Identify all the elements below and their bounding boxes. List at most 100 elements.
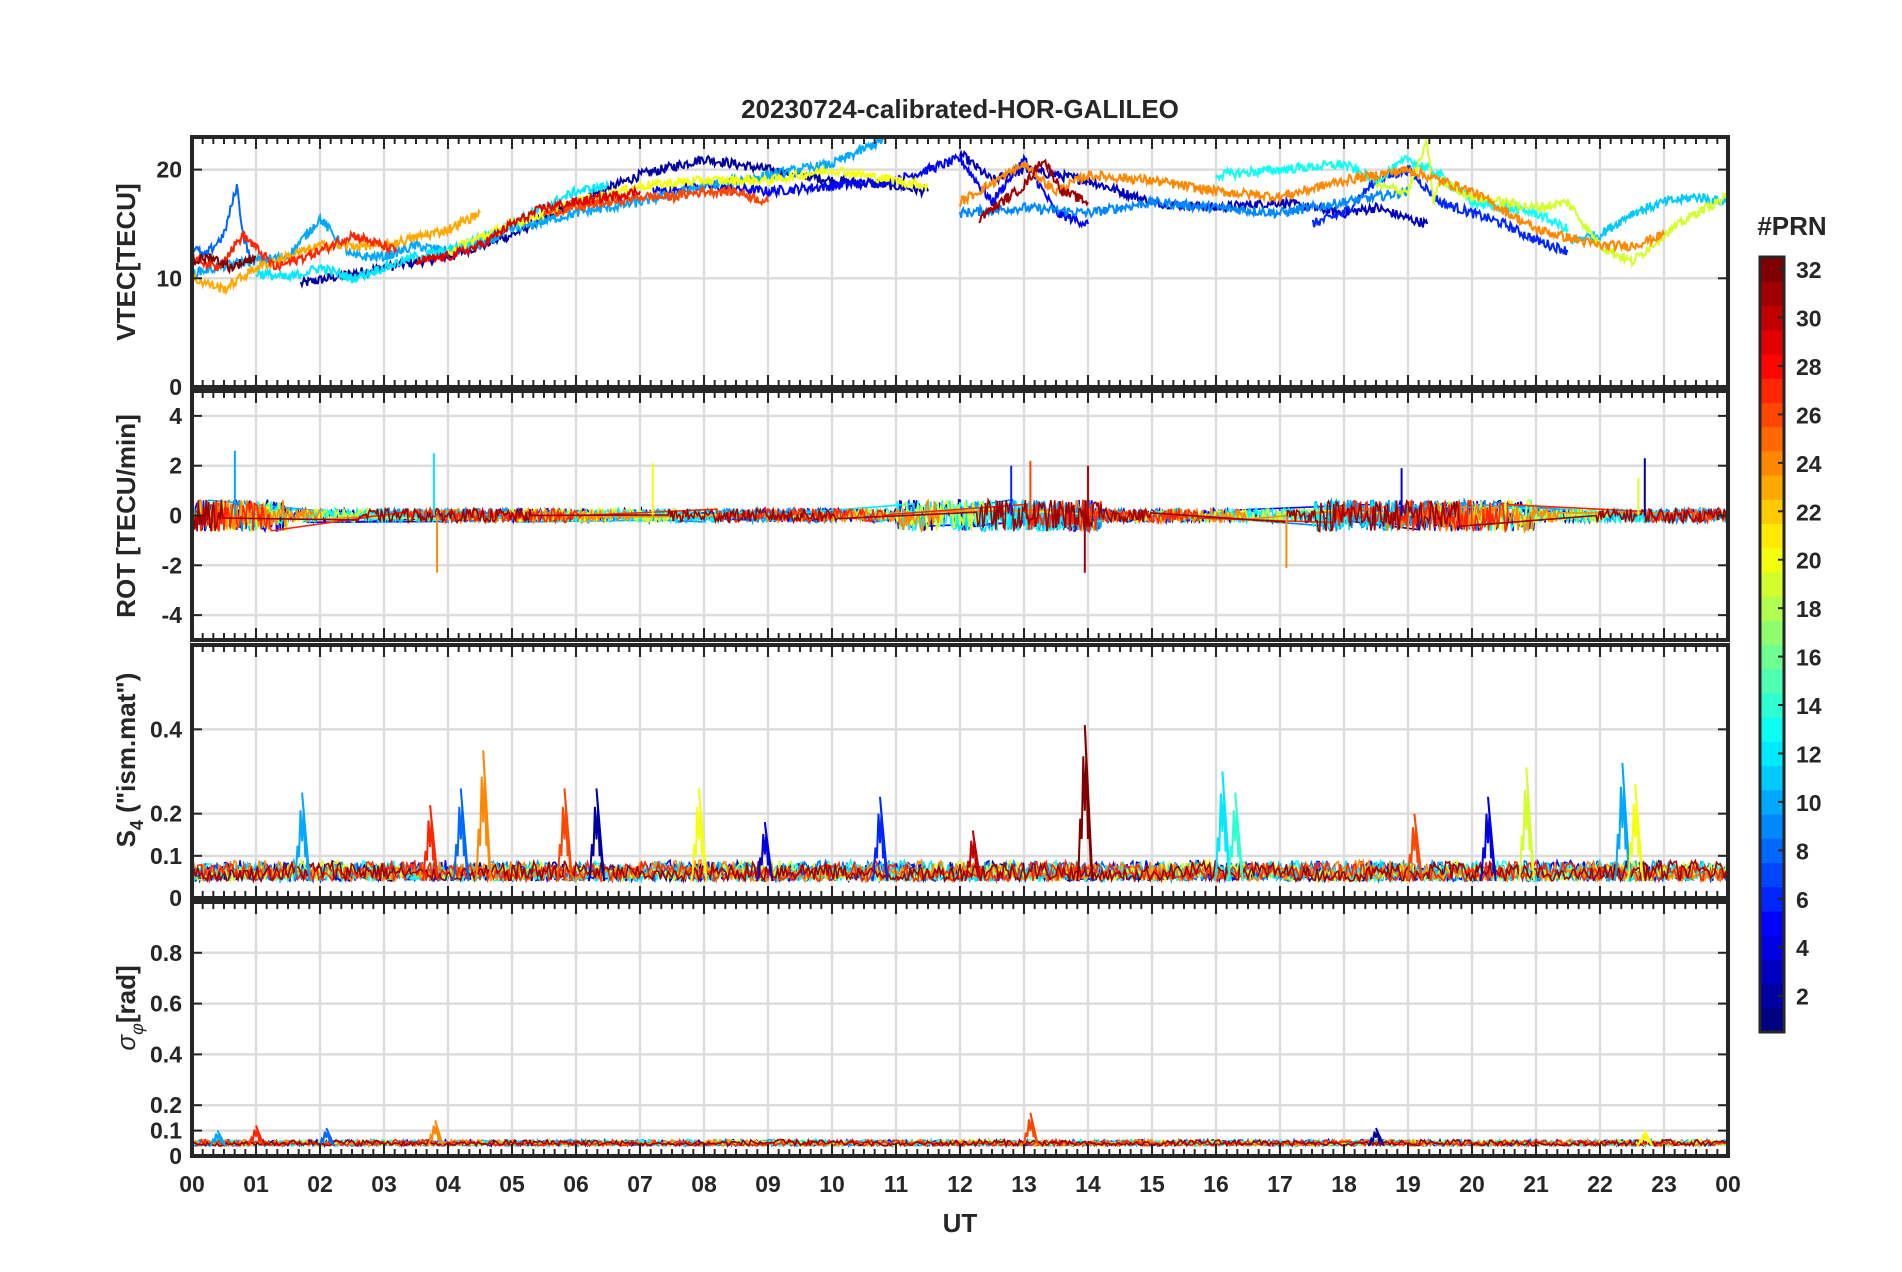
rot-ytick-label: 4 — [169, 403, 182, 429]
x-tick-label: 19 — [1395, 1171, 1421, 1197]
x-axis-ticks: 00 01 02 03 04 05 06 07 08 09 10 11 12 13 14 15 16 17 18 19… — [179, 1171, 1741, 1197]
sigma-phi-ytick-label: 0.6 — [150, 991, 182, 1017]
sigma-phi-peak — [426, 1120, 444, 1147]
sigma-phi-ytick-label: 0.2 — [150, 1092, 182, 1118]
x-tick-label: 22 — [1587, 1171, 1613, 1197]
vtec-ylabel: VTEC[TECU] — [111, 183, 141, 340]
colorbar-swatch — [1760, 814, 1784, 839]
rot-ytick-label: 2 — [169, 453, 182, 479]
s4-peak — [1479, 796, 1497, 882]
x-tick-label: 17 — [1267, 1171, 1293, 1197]
sigma-phi-ylabel: σφ[rad] — [111, 965, 147, 1050]
colorbar-tick-label: 10 — [1796, 790, 1822, 816]
vtec-series-prn-26 — [543, 184, 769, 217]
x-tick-label: 02 — [307, 1171, 333, 1197]
x-tick-label: 09 — [755, 1171, 781, 1197]
colorbar-tick-label: 16 — [1796, 645, 1822, 671]
colorbar-tick-label: 22 — [1796, 499, 1822, 525]
colorbar-label: #PRN — [1757, 211, 1826, 241]
colorbar-swatch — [1760, 910, 1784, 936]
x-tick-label: 07 — [627, 1171, 653, 1197]
colorbar-tick-label: 4 — [1796, 935, 1809, 961]
x-tick-label: 00 — [179, 1171, 205, 1197]
x-tick-label: 12 — [947, 1171, 973, 1197]
sigma-phi-ytick-label: 0.8 — [150, 940, 182, 966]
sigma-phi-peak — [247, 1125, 265, 1147]
s4-ytick-label: 0.2 — [150, 801, 182, 827]
s4-ytick-label: 0 — [169, 885, 182, 911]
s4-ylabel: S4 ("ism.mat") — [111, 673, 147, 848]
sigma-phi-peak — [317, 1127, 336, 1147]
vtec-series-prn-24 — [959, 161, 1665, 254]
colorbar-tick-label: 32 — [1796, 257, 1822, 283]
colorbar-frame — [1758, 255, 1786, 1034]
s4-panel: 0 0.1 0.2 0.4 — [150, 643, 1730, 911]
x-tick-label: 18 — [1331, 1171, 1357, 1197]
vtec-ytick-label: 20 — [156, 157, 182, 183]
sigma-phi-ytick-label: 0.1 — [150, 1118, 182, 1144]
colorbar-swatch — [1760, 765, 1784, 791]
colorbar-swatch — [1760, 281, 1784, 307]
colorbar-tick-label: 14 — [1796, 693, 1822, 719]
colorbar-swatch — [1760, 668, 1784, 694]
x-tick-label: 15 — [1139, 1171, 1165, 1197]
vtec-series-prn-19 — [1375, 137, 1728, 269]
s4-series-prn-31 — [192, 858, 1727, 885]
sigma-phi-series-prn-31 — [192, 1137, 1727, 1149]
sigma-phi-ytick-label: 0 — [169, 1143, 182, 1169]
vtec-series-prn-31 — [978, 158, 1089, 224]
rot-ytick-label: -4 — [162, 602, 183, 628]
s4-peak — [555, 788, 574, 882]
sigma-phi-panel: 00.10.2 0.4 0.6 0.8 — [150, 900, 1730, 1169]
rot-series-prn-31 — [192, 497, 1728, 533]
x-tick-label: 01 — [243, 1171, 269, 1197]
s4-peak — [1517, 767, 1536, 882]
s4-peak — [452, 788, 470, 882]
vtec-series-prn-29 — [415, 184, 641, 266]
colorbar-tick-label: 6 — [1796, 887, 1809, 913]
s4-peak — [690, 788, 708, 882]
x-tick-label: 14 — [1075, 1171, 1101, 1197]
s4-peak — [756, 821, 774, 882]
sigma-phi-peak — [1367, 1127, 1385, 1147]
colorbar-swatch — [1760, 717, 1784, 742]
rot-data — [192, 450, 1728, 573]
sigma-phi-peak — [209, 1130, 227, 1147]
sigma-phi-peak — [1021, 1112, 1040, 1147]
vtec-series-prn-27 — [192, 229, 398, 272]
s4-ytick-label: 0.4 — [150, 716, 182, 742]
rot-ylabel: ROT [TECU/min] — [111, 414, 141, 618]
sigma-phi-ytick-label: 0.4 — [150, 1041, 182, 1067]
colorbar-tick-label: 20 — [1796, 548, 1822, 574]
colorbar-swatch — [1760, 1007, 1784, 1033]
colorbar-swatch — [1760, 474, 1784, 500]
vtec-ytick-label: 0 — [169, 374, 182, 400]
colorbar-tick-label: 28 — [1796, 354, 1822, 380]
vtec-panel: 0 10 20 — [156, 135, 1730, 400]
s4-peak — [587, 788, 606, 882]
x-tick-label: 08 — [691, 1171, 717, 1197]
rot-ytick-label: 0 — [169, 503, 182, 529]
s4-peak — [1626, 784, 1644, 882]
s4-ytick-label: 0.1 — [150, 843, 182, 869]
vtec-ytick-label: 10 — [156, 265, 182, 291]
vtec-series-prn-8 — [192, 184, 251, 259]
colorbar-swatch — [1760, 329, 1784, 355]
vtec-data — [192, 137, 1728, 296]
colorbar-swatch — [1760, 862, 1784, 888]
rot-panel: -4 -2 0 2 4 — [162, 389, 1730, 642]
colorbar-swatch — [1760, 378, 1784, 403]
x-tick-label: 05 — [499, 1171, 525, 1197]
x-tick-label: 16 — [1203, 1171, 1229, 1197]
colorbar-swatch — [1760, 620, 1784, 646]
x-tick-label: 13 — [1011, 1171, 1037, 1197]
x-tick-label: 04 — [435, 1171, 461, 1197]
x-tick-label: 03 — [371, 1171, 397, 1197]
colorbar-tick-label: 2 — [1796, 984, 1809, 1010]
s4-peak — [1213, 771, 1232, 882]
s4-peak — [1405, 813, 1424, 882]
s4-peak — [871, 796, 889, 882]
s4-peak — [293, 792, 311, 882]
